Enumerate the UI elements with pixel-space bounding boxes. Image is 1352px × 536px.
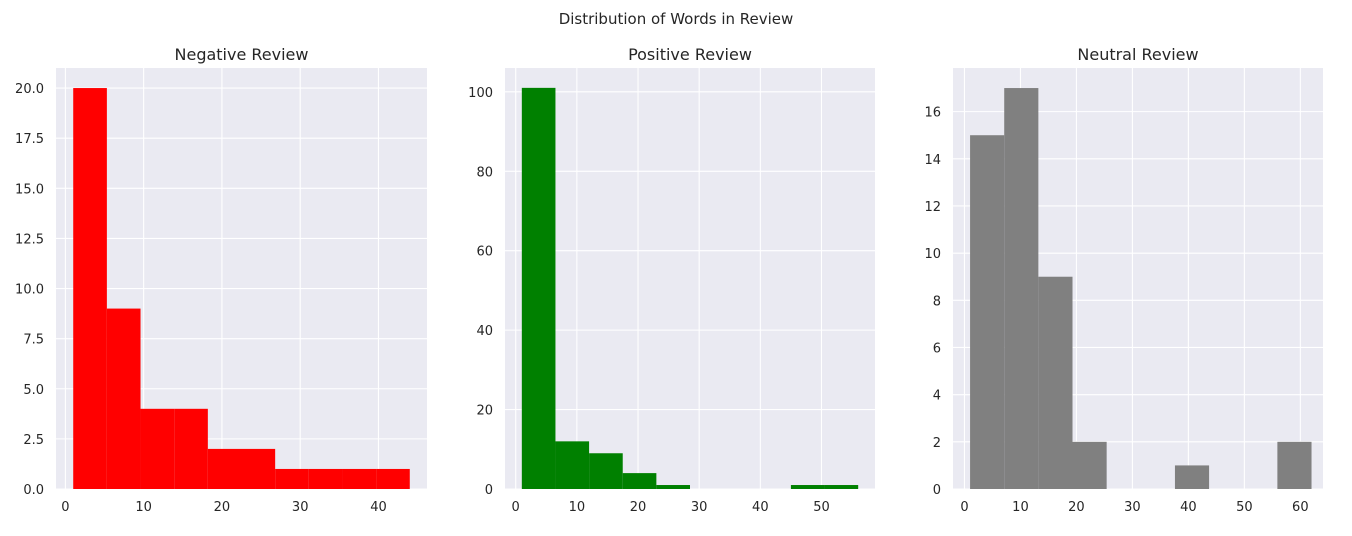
x-tick-label: 0 [512,500,520,515]
histogram-bar [1038,276,1073,489]
x-tick-label: 30 [691,500,708,515]
histogram-bar [1277,441,1312,489]
histogram-bar [106,308,141,489]
histogram-bar [521,87,556,489]
x-tick-label: 20 [1068,500,1085,515]
x-tick-label: 50 [813,500,830,515]
y-tick-label: 7.5 [23,333,44,348]
y-tick-label: 20 [476,404,493,419]
x-tick-label: 0 [61,500,69,515]
figure-title: Distribution of Words in Review [558,10,794,28]
histogram-bar [589,453,623,489]
x-tick-label: 30 [292,500,309,515]
histogram-bar [140,408,175,489]
histogram-bar [656,485,690,489]
x-tick-label: 10 [1012,500,1029,515]
histogram-bar [241,448,276,489]
y-tick-label: 0 [485,483,493,498]
y-tick-label: 15.0 [15,182,44,197]
y-tick-label: 0.0 [23,483,44,498]
histogram-bar [376,468,410,489]
x-tick-label: 30 [1124,500,1141,515]
y-tick-label: 17.5 [15,132,44,147]
subplot-title: Positive Review [628,45,752,64]
histogram-bar [308,468,343,489]
x-tick-label: 0 [960,500,968,515]
histogram-bar [555,441,590,489]
y-tick-label: 10.0 [15,283,44,298]
y-tick-label: 12 [924,200,941,215]
plot-background [505,68,875,489]
y-tick-label: 20.0 [15,82,44,97]
x-tick-label: 10 [569,500,586,515]
histogram-bar [207,448,242,489]
histogram-bar [1072,441,1107,489]
y-tick-label: 6 [933,341,941,356]
y-tick-label: 5.0 [23,383,44,398]
x-tick-label: 40 [1180,500,1197,515]
subplot-title: Neutral Review [1077,45,1198,64]
y-tick-label: 40 [476,324,493,339]
histogram-bar [342,468,377,489]
y-tick-label: 12.5 [15,232,44,247]
x-tick-label: 40 [370,500,387,515]
histogram-bar [73,88,107,490]
y-tick-label: 100 [468,86,493,101]
y-tick-label: 80 [476,165,493,180]
x-tick-label: 40 [752,500,769,515]
y-tick-label: 0 [933,483,941,498]
histogram-bar [790,485,825,489]
y-tick-label: 8 [933,294,941,309]
histogram-bar [622,473,657,489]
subplot-title: Negative Review [175,45,309,64]
histogram-bar [1174,465,1210,489]
y-tick-label: 10 [924,247,941,262]
subplot-2: 0 10 20 30 40 50 0 20 40 60 80 100 Positive Review [468,45,875,515]
x-tick-label: 20 [630,500,647,515]
histogram-bar [174,408,208,489]
y-tick-label: 4 [933,389,941,404]
y-tick-label: 2.5 [23,433,44,448]
histogram-bar [824,485,859,489]
x-tick-label: 50 [1236,500,1253,515]
subplot-3: 0 10 20 30 40 50 60 0 2 4 6 8 10 12 14 16 Neutral Review [924,45,1323,515]
x-tick-label: 60 [1292,500,1309,515]
y-tick-label: 60 [476,245,493,260]
y-tick-label: 2 [933,436,941,451]
subplot-1: 0 10 20 30 40 0.0 2.5 5.0 7.5 10.0 12.5 15.0 17.5 20.… [15,45,427,515]
x-tick-label: 20 [214,500,231,515]
histogram-bar [275,468,309,489]
histogram-bar [1004,88,1039,490]
y-tick-label: 14 [924,153,941,168]
x-tick-label: 10 [135,500,152,515]
histogram-bar [970,135,1005,489]
y-tick-label: 16 [924,106,941,121]
